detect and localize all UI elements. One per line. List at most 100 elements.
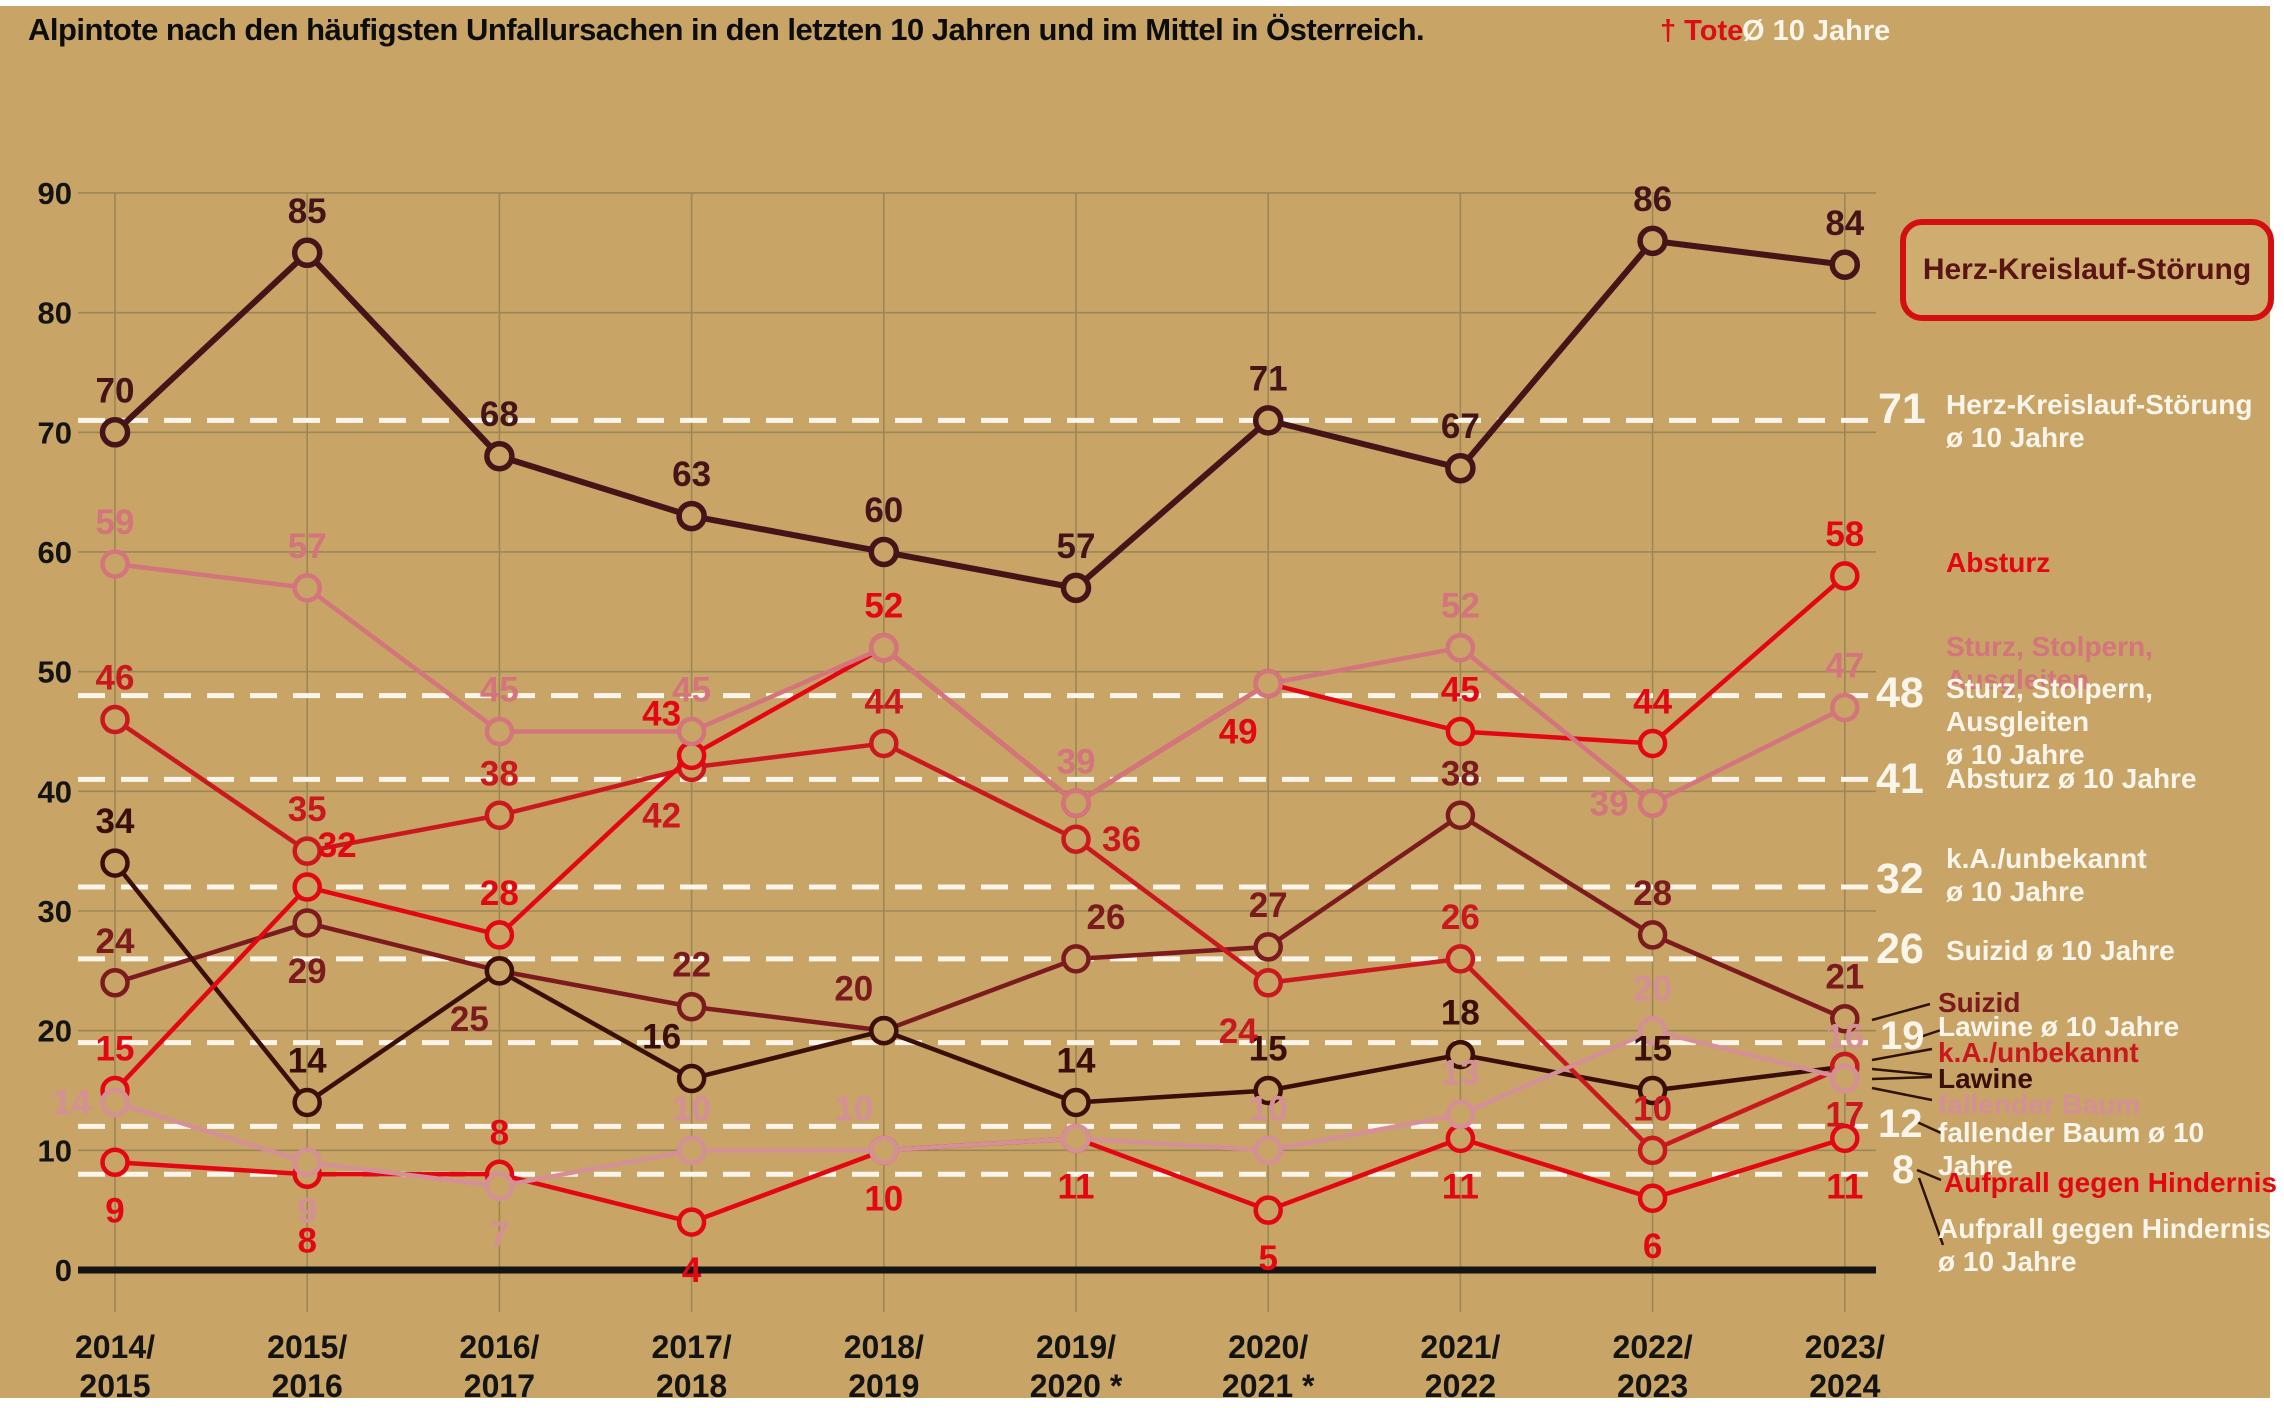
data-point-absturz (676, 740, 707, 771)
avg-value-suizid: 26 (1876, 925, 1924, 973)
legend-connector-line (1917, 1177, 1945, 1246)
data-point-lawine (1445, 1039, 1476, 1070)
series-label-sturz: Sturz, Stolpern, Ausgleiten (1946, 631, 2153, 695)
value-label-suizid: 20 (834, 970, 873, 1009)
avg-value-fallender-baum: 12 (1878, 1102, 1923, 1146)
value-label-fallender_baum: 7 (490, 1215, 509, 1254)
data-point-suizid (1253, 932, 1283, 962)
data-point-aufprall (1253, 1195, 1283, 1225)
data-point-lawine (484, 956, 515, 986)
data-point-ka (292, 836, 322, 866)
value-label-suizid: 29 (288, 952, 327, 991)
data-point-sturz (292, 573, 322, 603)
value-label-sturz: 39 (1590, 784, 1629, 823)
value-label-aufprall: 8 (490, 1113, 509, 1152)
value-label-absturz: 58 (1825, 515, 1864, 554)
value-label-aufprall: 4 (682, 1251, 702, 1290)
avg-label-absturz: Absturz ø 10 Jahre (1946, 763, 2197, 794)
x-tick-label: 2022/ (1613, 1329, 1693, 1365)
x-tick-label: 2016 (272, 1368, 343, 1404)
series-line-fallender_baum (114, 1028, 1846, 1189)
value-label-herz: 67 (1441, 407, 1480, 446)
avg-label-herz-line1: Herz-Kreislauf-Störung (1946, 389, 2253, 420)
value-label-fallender_baum: 14 (52, 1083, 91, 1122)
data-point-herz (484, 440, 515, 472)
value-label-absturz: 28 (480, 874, 519, 913)
value-label-absturz: 49 (1219, 713, 1258, 752)
data-point-ka (484, 800, 515, 831)
data-point-absturz (292, 872, 322, 902)
value-label-ka: 44 (864, 682, 903, 721)
value-label-lawine: 18 (1441, 994, 1480, 1033)
value-label-aufprall: 9 (105, 1191, 124, 1230)
value-label-suizid: 22 (672, 946, 711, 985)
x-tick-label: 2015/ (267, 1329, 347, 1365)
data-point-herz (1445, 452, 1476, 484)
value-label-ka: 35 (288, 790, 327, 829)
data-point-sturz (676, 716, 707, 747)
avg-label-aufprall-line2: ø 10 Jahre (1938, 1246, 2077, 1277)
value-label-fallender_baum: 10 (672, 1089, 711, 1128)
y-tick-label: 50 (38, 655, 72, 690)
value-label-ka: 24 (1219, 1012, 1258, 1051)
legend-connector-line (1871, 1047, 1933, 1062)
legend-box-herz-kreislauf: Herz-Kreislauf-Störung (1900, 219, 2274, 321)
data-point-ka (1637, 1135, 1668, 1166)
chart-background (0, 6, 2270, 1398)
y-tick-label: 30 (38, 894, 72, 929)
x-tick-label: 2017/ (652, 1329, 732, 1365)
legend-connector-line (1916, 1120, 1942, 1135)
data-point-lawine (292, 1087, 322, 1118)
data-point-lawine (1061, 1087, 1091, 1118)
value-label-lawine: 14 (1057, 1041, 1096, 1080)
value-label-ka: 10 (1633, 1089, 1672, 1128)
value-label-fallender_baum: 13 (1441, 1053, 1480, 1092)
value-label-sturz: 52 (1441, 587, 1480, 626)
data-point-absturz (484, 920, 515, 950)
avg-label-aufprall: Aufprall gegen Hindernis ø 10 Jahre (1938, 1212, 2271, 1278)
data-point-suizid (1637, 920, 1668, 950)
avg-value-absturz: 41 (1876, 755, 1924, 803)
data-point-fallender_baum (484, 1171, 515, 1201)
legend-connector-line (1916, 1028, 1942, 1040)
value-label-fallender_baum: 20 (1633, 970, 1672, 1009)
value-label-lawine: 15 (1633, 1029, 1672, 1068)
data-point-herz (1252, 405, 1284, 436)
y-tick-label: 90 (38, 176, 72, 211)
value-label-ka: 46 (96, 659, 135, 698)
data-point-herz (1829, 249, 1861, 281)
data-point-herz (1637, 225, 1668, 257)
y-tick-label: 60 (38, 535, 72, 570)
value-label-fallender_baum: 9 (297, 1191, 316, 1230)
value-label-lawine: 15 (1249, 1029, 1288, 1068)
value-label-herz: 57 (1057, 527, 1096, 566)
avg-label-ka-line2: ø 10 Jahre (1946, 876, 2085, 907)
value-label-suizid: 21 (1825, 958, 1864, 997)
value-label-absturz: 52 (864, 587, 903, 626)
axis-labels: 01020304050607080902014/20152015/2016201… (38, 176, 1885, 1404)
data-point-absturz (1637, 728, 1668, 759)
x-tick-label: 2015 (79, 1368, 150, 1404)
x-tick-label: 2024 (1809, 1368, 1880, 1404)
x-tick-label: 2021 * (1222, 1368, 1315, 1404)
data-point-suizid (100, 968, 130, 998)
avg-label-lawine: Lawine ø 10 Jahre (1938, 1011, 2180, 1042)
x-tick-label: 2021/ (1420, 1329, 1500, 1365)
data-point-suizid (676, 991, 707, 1022)
data-point-sturz (1637, 788, 1668, 819)
value-label-absturz: 44 (1633, 682, 1672, 721)
value-label-suizid: 25 (450, 1000, 489, 1039)
data-point-fallender_baum (1445, 1099, 1476, 1130)
value-label-herz: 68 (480, 395, 519, 434)
value-label-lawine: 16 (642, 1018, 681, 1057)
x-tick-label: 2023 (1617, 1368, 1688, 1404)
x-tick-label: 2017 (464, 1368, 535, 1404)
series-line-ka (113, 717, 1846, 1153)
legend-tote-deaths: † Tote (1660, 15, 1744, 47)
series-label-fallender-baum: fallender Baum (1938, 1089, 2141, 1120)
data-point-fallender_baum (292, 1147, 322, 1178)
data-point-ka (1445, 944, 1476, 974)
data-point-aufprall (1830, 1123, 1860, 1154)
